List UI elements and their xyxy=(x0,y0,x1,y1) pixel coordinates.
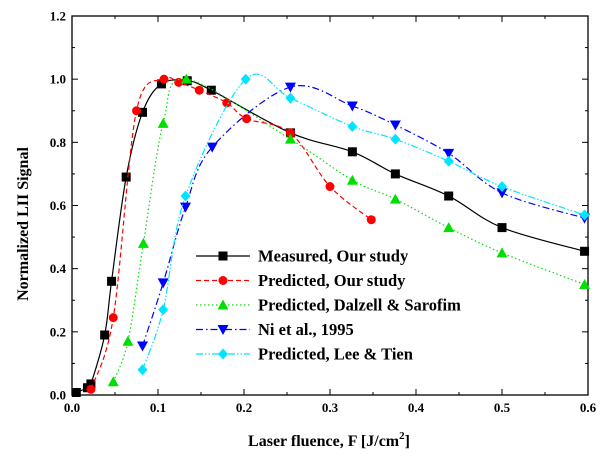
legend-item-1: Measured, Our study xyxy=(196,247,409,266)
series-5-point xyxy=(443,155,454,167)
series-5-line xyxy=(141,73,585,370)
series-2-point xyxy=(174,77,184,87)
series-4-point xyxy=(284,82,296,93)
y-tick-label: 0.6 xyxy=(50,198,67,213)
series-1-point xyxy=(444,191,454,201)
series-1-point xyxy=(138,107,148,117)
series-5-point xyxy=(180,190,191,202)
legend-label: Predicted, Dalzell & Sarofim xyxy=(258,296,461,315)
series-2-point xyxy=(132,106,141,116)
legend-label: Predicted, Our study xyxy=(258,271,406,290)
series-3 xyxy=(107,73,591,387)
series-5-point xyxy=(390,133,401,145)
series-1-point xyxy=(206,85,216,95)
series-4-point xyxy=(206,142,218,153)
series-3-point xyxy=(496,247,508,258)
legend-marker xyxy=(218,251,228,261)
x-tick-label: 0.2 xyxy=(236,400,252,415)
legend-item-4: Ni et al., 1995 xyxy=(196,320,354,339)
series-1-point xyxy=(107,276,117,286)
series-4-point xyxy=(346,101,358,112)
legend-marker xyxy=(218,348,228,360)
x-tick-label: 0.0 xyxy=(64,400,80,415)
legend-marker xyxy=(218,276,228,285)
legend-label: Ni et al., 1995 xyxy=(258,320,354,339)
series-3-point xyxy=(346,174,358,185)
series-4-point xyxy=(137,341,149,352)
series-4-point xyxy=(496,188,508,199)
series-1-point xyxy=(71,387,81,397)
series-5-point xyxy=(347,121,358,133)
series-2-point xyxy=(159,74,169,84)
series-2 xyxy=(86,74,376,394)
y-tick-label: 0.4 xyxy=(50,261,67,276)
legend-item-3: Predicted, Dalzell & Sarofim xyxy=(196,296,461,315)
series-1-point xyxy=(121,172,131,182)
series-5-point xyxy=(158,304,169,316)
series-1-point xyxy=(100,330,110,340)
x-tick-label: 0.6 xyxy=(580,400,597,415)
legend-item-2: Predicted, Our study xyxy=(196,271,406,290)
y-tick-label: 0.0 xyxy=(50,388,66,403)
series-2-point xyxy=(108,313,118,323)
series-3-point xyxy=(157,117,169,128)
axis-ticks: 0.0 0.1 0.2 0.3 0.4 0.5 0.6 0.0 0.2 0.4 0.6 0.8 1.0 1… xyxy=(50,9,597,416)
series-1-point xyxy=(347,147,357,157)
y-tick-label: 0.2 xyxy=(50,324,66,339)
x-axis-title-close: ] xyxy=(405,433,410,450)
series-5-point xyxy=(579,209,590,221)
series-2-point xyxy=(366,215,376,225)
series-4-point xyxy=(389,120,401,131)
series-2-point xyxy=(222,98,232,108)
series-2-point xyxy=(194,85,204,95)
y-axis-title: Normalized LII Signal xyxy=(15,147,32,301)
y-tick-label: 0.8 xyxy=(50,135,67,150)
series-3-line xyxy=(112,78,585,382)
series-5-point xyxy=(240,73,251,85)
series-1-point xyxy=(390,169,400,179)
data-series xyxy=(71,73,591,397)
series-3-point xyxy=(284,133,296,144)
series-1-point xyxy=(156,79,166,89)
series-3-point xyxy=(137,237,149,248)
x-axis-title-main: Laser fluence, F [J/cm xyxy=(248,433,400,450)
series-1-point xyxy=(86,379,96,389)
series-4-point xyxy=(157,278,169,289)
x-axis-title-superscript: 2 xyxy=(399,430,405,442)
series-3-point xyxy=(389,193,401,204)
x-tick-label: 0.4 xyxy=(408,400,425,415)
series-3-point xyxy=(180,73,192,84)
series-2-point xyxy=(285,128,295,138)
x-tick-label: 0.5 xyxy=(494,400,511,415)
legend-label: Measured, Our study xyxy=(258,247,409,266)
series-5-point xyxy=(137,364,148,376)
series-3-point xyxy=(443,222,455,233)
series-5-point xyxy=(497,181,507,193)
x-tick-label: 0.1 xyxy=(150,400,166,415)
y-tick-label: 1.0 xyxy=(50,72,66,87)
legend-marker xyxy=(217,299,229,310)
y-tick-label: 1.2 xyxy=(50,9,66,24)
series-2-point xyxy=(325,182,335,192)
x-tick-label: 0.3 xyxy=(322,400,339,415)
series-5 xyxy=(137,73,590,376)
legend-marker xyxy=(217,325,229,335)
legend-item-5: Predicted, Lee & Tien xyxy=(196,345,413,364)
series-3-point xyxy=(579,278,591,289)
series-2-point xyxy=(86,384,96,394)
series-1-point xyxy=(580,246,590,256)
series-3-point xyxy=(122,335,134,346)
series-4-point xyxy=(443,148,455,159)
series-2-line xyxy=(90,76,372,390)
series-3-point xyxy=(107,376,119,387)
series-2-point xyxy=(242,114,252,124)
legend-label: Predicted, Lee & Tien xyxy=(258,345,413,364)
series-1-point xyxy=(497,223,507,233)
x-axis-title: Laser fluence, F [J/cm2] xyxy=(248,430,410,450)
series-4-point xyxy=(180,202,192,213)
series-5-point xyxy=(285,92,296,104)
legend: Measured, Our study Predicted, Our study P… xyxy=(196,247,461,364)
